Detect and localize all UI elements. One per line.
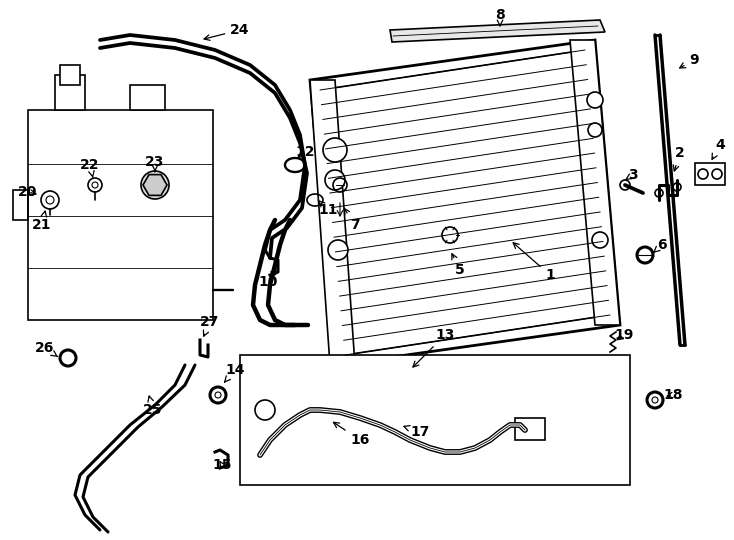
Polygon shape: [570, 40, 620, 325]
Circle shape: [255, 400, 275, 420]
Bar: [60, 65, 80, 85]
Text: 3: 3: [625, 168, 638, 182]
Circle shape: [587, 92, 603, 108]
Text: 6: 6: [654, 238, 666, 252]
Text: 10: 10: [258, 268, 277, 289]
Circle shape: [588, 123, 602, 137]
Text: 17: 17: [404, 425, 429, 439]
Bar: [695, 163, 725, 185]
Text: 8: 8: [495, 8, 505, 26]
Bar: [55, 75, 85, 110]
Text: 25: 25: [143, 396, 163, 417]
Bar: [515, 418, 545, 440]
Polygon shape: [390, 20, 605, 42]
Bar: [240, 355, 630, 485]
Circle shape: [637, 247, 653, 263]
Text: 11: 11: [319, 200, 338, 217]
Text: 27: 27: [200, 315, 219, 336]
Circle shape: [88, 178, 102, 192]
Text: 5: 5: [452, 254, 465, 277]
Text: 14: 14: [225, 363, 244, 382]
Text: 18: 18: [664, 388, 683, 402]
Circle shape: [325, 170, 345, 190]
Text: 16: 16: [333, 422, 370, 447]
Text: 20: 20: [18, 185, 37, 199]
Polygon shape: [310, 80, 355, 365]
Text: 2: 2: [673, 146, 685, 171]
Circle shape: [328, 240, 348, 260]
Text: 22: 22: [80, 158, 100, 178]
Text: 19: 19: [614, 328, 633, 342]
Text: 15: 15: [212, 458, 232, 472]
Text: 4: 4: [712, 138, 725, 159]
Bar: [130, 85, 165, 110]
Text: 1: 1: [513, 243, 555, 282]
Text: 7: 7: [344, 208, 360, 232]
Text: 21: 21: [32, 211, 52, 232]
Bar: [28, 110, 213, 320]
Text: 26: 26: [35, 341, 57, 357]
Text: 12: 12: [295, 145, 315, 159]
Circle shape: [141, 171, 169, 199]
Circle shape: [323, 138, 347, 162]
Circle shape: [592, 232, 608, 248]
Text: 24: 24: [204, 23, 250, 40]
Text: 13: 13: [413, 328, 454, 367]
Polygon shape: [143, 174, 167, 195]
Circle shape: [41, 191, 59, 209]
Text: 9: 9: [680, 53, 699, 68]
Text: 23: 23: [145, 155, 164, 172]
Circle shape: [620, 180, 630, 190]
